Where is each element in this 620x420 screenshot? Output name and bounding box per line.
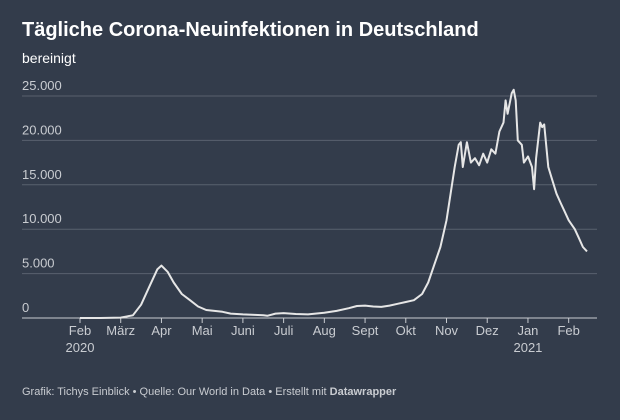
x-tick-label: Feb [557, 323, 579, 338]
x-tick-label: Juni [231, 323, 255, 338]
x-tick-label: Aug [313, 323, 336, 338]
chart-title: Tägliche Corona-Neuinfektionen in Deutsc… [22, 19, 479, 41]
x-tick-label: Nov [435, 323, 459, 338]
x-tick-label: Jan 2021 [513, 323, 542, 355]
y-tick-label: 20.000 [22, 122, 62, 137]
y-tick-label: 25.000 [22, 78, 62, 93]
x-tick-label: Mai [192, 323, 213, 338]
credit: Datawrapper [330, 386, 397, 398]
chart-subtitle: bereinigt [22, 50, 76, 66]
x-tick-label: März [106, 323, 135, 338]
data-line [80, 88, 588, 319]
y-tick-label: 5.000 [22, 256, 55, 271]
y-tick-label: 10.000 [22, 211, 62, 226]
x-tick-label: Sept [352, 323, 379, 338]
y-tick-label: 0 [22, 300, 29, 315]
x-tick-label: Apr [151, 323, 172, 338]
source-text: Grafik: Tichys Einblick • Quelle: Our Wo… [22, 386, 327, 398]
y-tick-label: 15.000 [22, 167, 62, 182]
x-tick-label: Dez [476, 323, 499, 338]
x-tick-label: Okt [396, 323, 417, 338]
x-tick-label: Juli [274, 323, 294, 338]
x-tick-label: Feb 2020 [66, 323, 95, 355]
source: Grafik: Tichys Einblick • Quelle: Our Wo… [22, 386, 397, 398]
